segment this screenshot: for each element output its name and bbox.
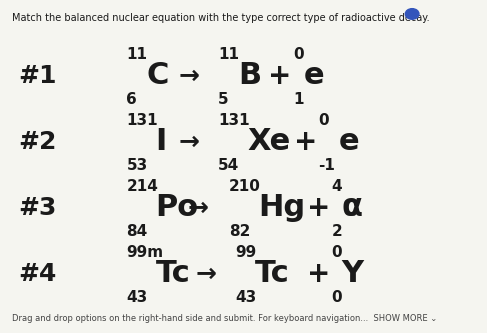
Text: 0: 0 bbox=[332, 290, 342, 305]
Text: I: I bbox=[155, 127, 167, 156]
Text: 6: 6 bbox=[127, 92, 137, 107]
Text: -1: -1 bbox=[318, 158, 336, 172]
Text: +: + bbox=[307, 194, 330, 222]
Text: →: → bbox=[196, 262, 217, 286]
Text: 11: 11 bbox=[218, 47, 239, 62]
Text: 99: 99 bbox=[235, 245, 257, 260]
Text: +: + bbox=[307, 260, 330, 288]
Text: e: e bbox=[338, 127, 359, 156]
Text: 131: 131 bbox=[218, 113, 250, 128]
Text: Drag and drop options on the right-hand side and submit. For keyboard navigation: Drag and drop options on the right-hand … bbox=[12, 314, 437, 323]
Text: 99m: 99m bbox=[127, 245, 164, 260]
Text: Xe: Xe bbox=[247, 127, 291, 156]
Text: +: + bbox=[294, 128, 317, 156]
Text: C: C bbox=[146, 61, 169, 90]
Text: 1: 1 bbox=[293, 92, 303, 107]
Text: B: B bbox=[238, 61, 261, 90]
Text: 4: 4 bbox=[332, 178, 342, 193]
Text: #4: #4 bbox=[19, 262, 57, 286]
Text: 43: 43 bbox=[127, 290, 148, 305]
Circle shape bbox=[405, 9, 419, 19]
Text: 54: 54 bbox=[218, 158, 240, 172]
Text: 0: 0 bbox=[293, 47, 303, 62]
Text: 53: 53 bbox=[127, 158, 148, 172]
Text: 210: 210 bbox=[229, 178, 261, 193]
Text: Y: Y bbox=[342, 259, 364, 288]
Text: #2: #2 bbox=[19, 130, 57, 154]
Text: →: → bbox=[187, 196, 208, 220]
Text: →: → bbox=[179, 64, 200, 88]
Text: +: + bbox=[268, 62, 292, 90]
Text: 214: 214 bbox=[127, 178, 158, 193]
Text: 131: 131 bbox=[127, 113, 158, 128]
Text: 84: 84 bbox=[127, 224, 148, 239]
Text: 2: 2 bbox=[332, 224, 342, 239]
Text: Match the balanced nuclear equation with the type correct type of radioactive de: Match the balanced nuclear equation with… bbox=[12, 13, 430, 23]
Text: α: α bbox=[342, 193, 363, 222]
Text: #3: #3 bbox=[19, 196, 57, 220]
Text: Po: Po bbox=[155, 193, 199, 222]
Text: Tc: Tc bbox=[255, 259, 290, 288]
Text: 82: 82 bbox=[229, 224, 250, 239]
Text: Hg: Hg bbox=[258, 193, 305, 222]
Text: e: e bbox=[303, 61, 324, 90]
Text: 0: 0 bbox=[318, 113, 329, 128]
Text: #1: #1 bbox=[19, 64, 57, 88]
Text: 11: 11 bbox=[127, 47, 148, 62]
Text: →: → bbox=[179, 130, 200, 154]
Text: 0: 0 bbox=[332, 245, 342, 260]
Text: Tc: Tc bbox=[155, 259, 190, 288]
Text: 43: 43 bbox=[235, 290, 257, 305]
Text: 5: 5 bbox=[218, 92, 229, 107]
